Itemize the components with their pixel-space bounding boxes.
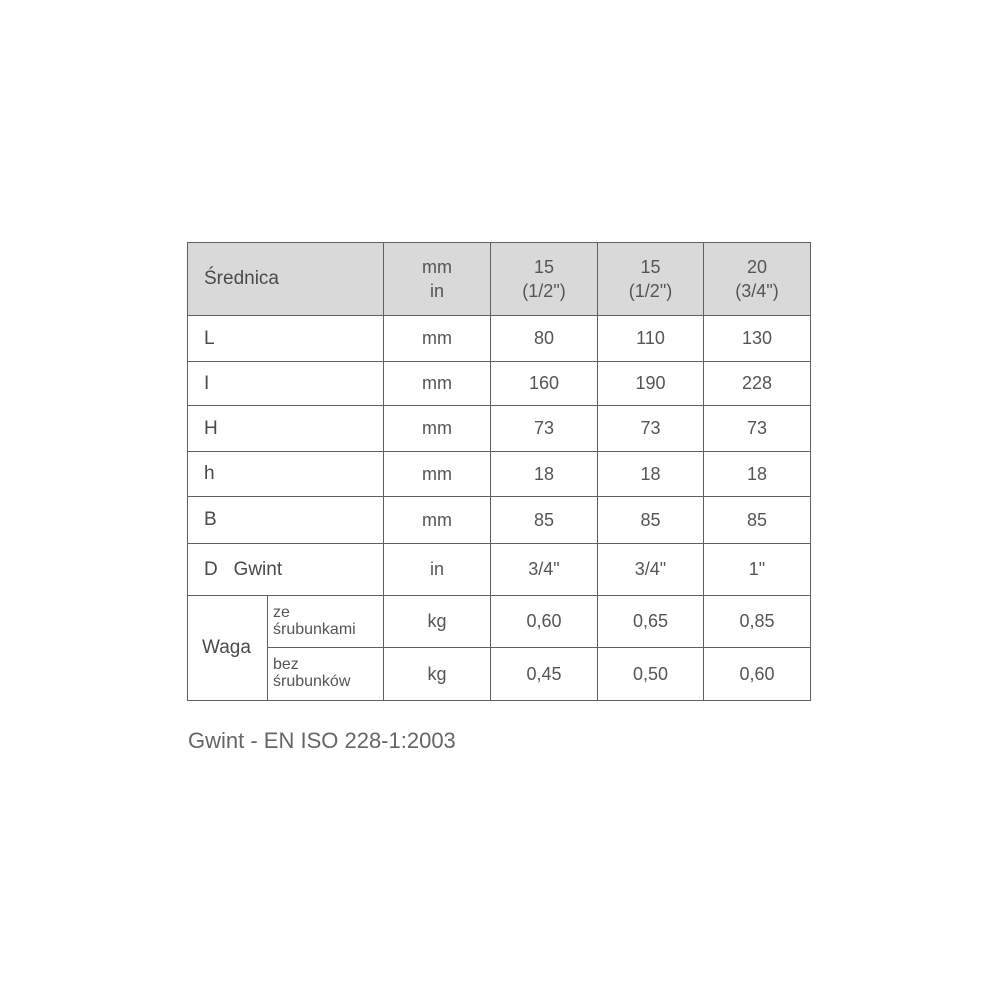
row-label: h — [187, 451, 384, 497]
value-cell: 1" — [703, 543, 811, 596]
unit-cell: in — [383, 543, 491, 596]
value-cell: 0,50 — [597, 647, 704, 701]
unit-in: in — [429, 281, 444, 301]
value-cell: 160 — [490, 361, 598, 406]
value-cell: 190 — [597, 361, 704, 406]
table-row: D Gwint in 3/4" 3/4" 1" — [187, 543, 811, 596]
unit-cell: kg — [383, 647, 491, 701]
value-cell: 85 — [597, 496, 704, 544]
table-row: h mm 18 18 18 — [187, 451, 811, 497]
value-cell: 18 — [703, 451, 811, 497]
unit-cell: mm — [383, 315, 491, 362]
value-cell: 0,60 — [703, 647, 811, 701]
unit-cell: mm — [383, 405, 491, 452]
spec-table: Średnica mm in 15 (1/2") 15 (1/2") 20 (3/4")… — [187, 242, 811, 701]
value-cell: 73 — [490, 405, 598, 452]
table-row: bez śrubunków kg 0,45 0,50 0,60 — [188, 647, 811, 701]
value-cell: 85 — [490, 496, 598, 544]
row-label: D Gwint — [187, 543, 384, 596]
sub-line: ze — [273, 603, 290, 621]
header-label: Średnica — [187, 242, 384, 316]
row-label: H — [187, 405, 384, 452]
unit-mm: mm — [422, 256, 452, 277]
header-size: 15 (1/2") — [490, 242, 598, 316]
sub-line: bez — [273, 656, 299, 674]
unit-cell: mm — [383, 361, 491, 406]
sub-line: śrubunkami — [273, 620, 356, 638]
value-cell: 0,85 — [703, 595, 811, 648]
value-cell: 228 — [703, 361, 811, 406]
row-label: B — [187, 496, 384, 544]
unit-cell: mm — [383, 451, 491, 497]
size-mm: 20 — [746, 256, 768, 277]
value-cell: 110 — [597, 315, 704, 362]
value-cell: 85 — [703, 496, 811, 544]
header-size: 20 (3/4") — [703, 242, 811, 316]
value-cell: 3/4" — [597, 543, 704, 596]
value-cell: 130 — [703, 315, 811, 362]
value-cell: 3/4" — [490, 543, 598, 596]
value-cell: 0,65 — [597, 595, 704, 648]
value-cell: 0,60 — [490, 595, 598, 648]
unit-cell: mm — [383, 496, 491, 544]
unit-cell: kg — [383, 595, 491, 648]
value-cell: 0,45 — [490, 647, 598, 701]
value-cell: 73 — [703, 405, 811, 452]
size-in: (1/2") — [522, 281, 566, 301]
value-cell: 80 — [490, 315, 598, 362]
table-row: Waga ze śrubunkami kg 0,60 0,65 0,85 — [187, 595, 811, 701]
row-label: I — [187, 361, 384, 406]
header-row: Średnica mm in 15 (1/2") 15 (1/2") 20 (3/4") — [187, 242, 811, 316]
row-label: L — [187, 315, 384, 362]
sub-label: bez śrubunków — [267, 647, 384, 701]
sub-line: śrubunków — [273, 673, 351, 690]
size-mm: 15 — [640, 256, 661, 277]
sub-label: ze śrubunkami — [267, 595, 384, 648]
size-in: (1/2") — [628, 281, 673, 301]
header-unit: mm in — [383, 242, 491, 316]
value-cell: 18 — [490, 451, 598, 497]
header-size: 15 (1/2") — [597, 242, 704, 316]
value-cell: 18 — [597, 451, 704, 497]
size-in: (3/4") — [735, 281, 779, 301]
size-mm: 15 — [533, 256, 555, 277]
value-cell: 73 — [597, 405, 704, 452]
thread-standard-note: Gwint - EN ISO 228-1:2003 — [188, 728, 456, 753]
waga-label: Waga — [187, 595, 268, 701]
